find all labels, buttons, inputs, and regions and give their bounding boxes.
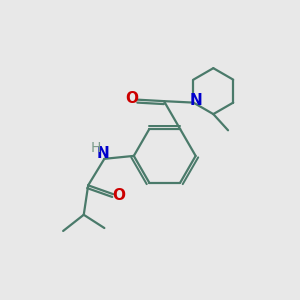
Text: N: N bbox=[189, 93, 202, 108]
Text: O: O bbox=[112, 188, 125, 203]
Text: N: N bbox=[97, 146, 109, 161]
Text: H: H bbox=[90, 141, 101, 154]
Text: O: O bbox=[126, 91, 139, 106]
